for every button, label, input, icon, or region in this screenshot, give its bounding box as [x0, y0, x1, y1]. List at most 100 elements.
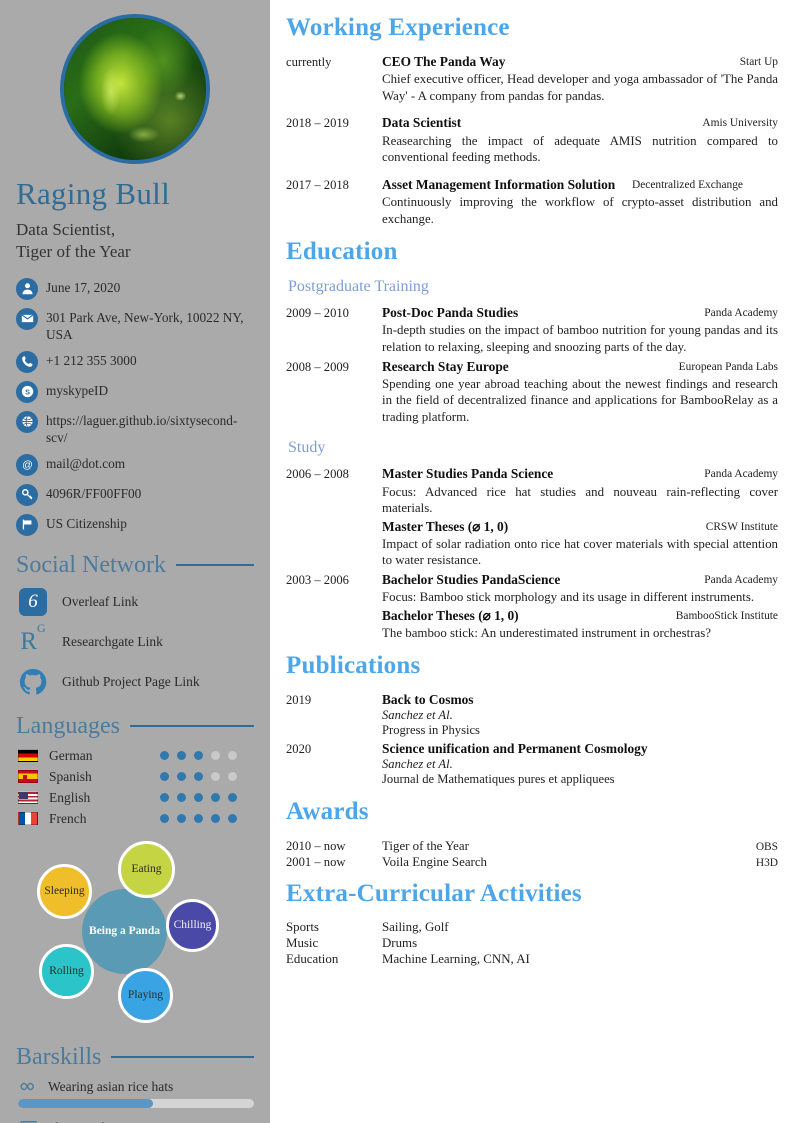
profile-name: Raging Bull [16, 176, 171, 211]
contact-list: June 17, 2020 301 Park Ave, New-York, 10… [0, 277, 270, 536]
award-name: Voila Engine Search [382, 855, 488, 870]
award-name: Tiger of the Year [382, 839, 469, 854]
extra-entry: Music Drums [286, 936, 778, 951]
barskill-label: Wearing asian rice hats [48, 1078, 174, 1094]
barskill-item-rice-hats: Wearing asian rice hats [18, 1079, 254, 1108]
entry-org: Start Up [739, 56, 778, 68]
section-heading-education: Education [286, 238, 398, 266]
contact-item-birthdate[interactable]: June 17, 2020 [16, 277, 256, 300]
globe-icon [16, 410, 38, 433]
contact-text: 4096R/FF00FF00 [46, 485, 142, 501]
social-label: Researchgate Link [62, 633, 163, 649]
tagline-line-2: Tiger of the Year [16, 241, 131, 261]
publication-title: Science unification and Permanent Cosmol… [382, 741, 648, 757]
education-entry: 2008 – 2009 Research Stay Europe Europea… [286, 359, 778, 426]
contact-item-phone[interactable]: +1 212 355 3000 [16, 350, 256, 373]
section-title: Languages [16, 712, 120, 739]
contact-item-email[interactable]: @ mail@dot.com [16, 453, 256, 476]
entry-description: Reasearching the impact of adequate AMIS… [382, 133, 778, 165]
section-title: Social Network [16, 551, 166, 578]
svg-text:@: @ [22, 459, 33, 471]
image-icon [18, 1120, 38, 1123]
entry-title: Data Scientist [382, 115, 462, 131]
languages-heading: Languages [16, 713, 254, 740]
entry-date: 2009 – 2010 [286, 306, 349, 321]
panda-bubble-chart: Being a Panda Eating Sleeping Chilling R… [8, 833, 258, 1028]
flag-germany-icon [18, 749, 38, 763]
contact-item-skype[interactable]: S myskypeID [16, 380, 256, 403]
contact-item-citizenship[interactable]: US Citizenship [16, 513, 256, 536]
entry-description: In-depth studies on the impact of bamboo… [382, 323, 778, 354]
social-item-github[interactable]: Github Project Page Link [18, 667, 270, 697]
bubble-playing: Playing [118, 967, 173, 1023]
social-item-overleaf[interactable]: 6 Overleaf Link [18, 587, 270, 617]
social-item-researchgate[interactable]: RG Researchgate Link [18, 622, 270, 657]
award-org: OBS [755, 841, 778, 854]
contact-text: https://laguer.github.io/sixtysecond-scv… [46, 412, 238, 445]
language-level-dots [160, 814, 256, 824]
entry-date: 2019 [286, 693, 312, 708]
section-heading-publications: Publications [286, 652, 421, 680]
publication-entry: 2019 Back to Cosmos Sanchez et Al. Progr… [286, 692, 778, 738]
user-icon [16, 277, 38, 300]
language-label: French [49, 810, 87, 826]
award-entry: 2010 – now Tiger of the Year OBS [286, 838, 778, 854]
avatar [60, 14, 210, 164]
main-content: Working Experience currently CEO The Pan… [270, 0, 794, 1123]
entry-date: 2003 – 2006 [286, 572, 349, 587]
thesis-title: Bachelor Theses (⌀ 1, 0) [382, 607, 519, 623]
bubble-rolling: Rolling [39, 943, 94, 999]
flag-icon [16, 513, 38, 536]
contact-item-gpg-key[interactable]: 4096R/FF00FF00 [16, 483, 256, 506]
entry-date: 2010 – now [286, 839, 346, 854]
contact-text: +1 212 355 3000 [46, 352, 137, 368]
overleaf-icon: 6 [18, 587, 48, 617]
flag-usa-icon [18, 791, 38, 805]
github-icon [18, 667, 48, 697]
barskill-label: Playing Chess [48, 1120, 125, 1123]
contact-item-address[interactable]: 301 Park Ave, New-York, 10022 NY, USA [16, 307, 256, 343]
thesis-org: CRSW Institute [705, 520, 778, 533]
extra-entry: Sports Sailing, Golf [286, 920, 778, 935]
entry-description: Focus: Bamboo stick morphology and its u… [382, 590, 755, 605]
social-label: Github Project Page Link [62, 673, 200, 689]
flag-spain-icon [18, 770, 38, 784]
barskill-fill [18, 1098, 153, 1108]
thesis-description: Impact of solar radiation onto rice hat … [382, 536, 778, 568]
extra-key: Education [286, 952, 339, 967]
publication-title: Back to Cosmos [382, 692, 474, 708]
contact-item-homepage[interactable]: https://laguer.github.io/sixtysecond-scv… [16, 410, 256, 446]
entry-org: Panda Academy [704, 468, 778, 481]
language-item-french: French [18, 811, 256, 827]
language-label: English [49, 789, 91, 805]
publication-authors: Sanchez et Al. [382, 757, 453, 772]
section-heading-extra-curricular: Extra-Curricular Activities [286, 880, 582, 908]
contact-text: June 17, 2020 [46, 279, 121, 295]
entry-date: 2006 – 2008 [286, 467, 349, 482]
publication-journal: Progress in Physics [382, 723, 480, 738]
contact-text: 301 Park Ave, New-York, 10022 NY, USA [46, 309, 244, 342]
bubble-eating: Eating [118, 840, 175, 898]
bubble-chilling: Chilling [166, 898, 219, 952]
award-org: H3D [755, 857, 778, 870]
social-network-heading: Social Network [16, 552, 254, 579]
tagline-line-1: Data Scientist, [16, 219, 116, 239]
barskills-heading: Barskills [16, 1044, 254, 1071]
entry-title: Bachelor Studies PandaScience [382, 571, 561, 587]
entry-title: CEO The Panda Way [382, 54, 506, 69]
language-label: Spanish [49, 768, 92, 784]
at-icon: @ [16, 453, 38, 476]
entry-description: Chief executive officer, Head developer … [382, 72, 778, 103]
language-label: German [49, 747, 93, 763]
entry-title: Master Studies Panda Science [382, 466, 554, 482]
entry-org: Amis University [702, 117, 778, 130]
infinity-icon [18, 1079, 38, 1095]
extra-entry: Education Machine Learning, CNN, AI [286, 952, 778, 967]
experience-entry: currently CEO The Panda Way Start Up Chi… [286, 54, 778, 104]
language-level-dots [160, 751, 256, 761]
thesis-description: The bamboo stick: An underestimated inst… [382, 625, 711, 640]
avatar-image [64, 18, 206, 160]
entry-description: Continuously improving the workflow of c… [382, 195, 778, 226]
education-entry: 2006 – 2008 Master Studies Panda Science… [286, 466, 778, 568]
envelope-icon [16, 307, 38, 330]
